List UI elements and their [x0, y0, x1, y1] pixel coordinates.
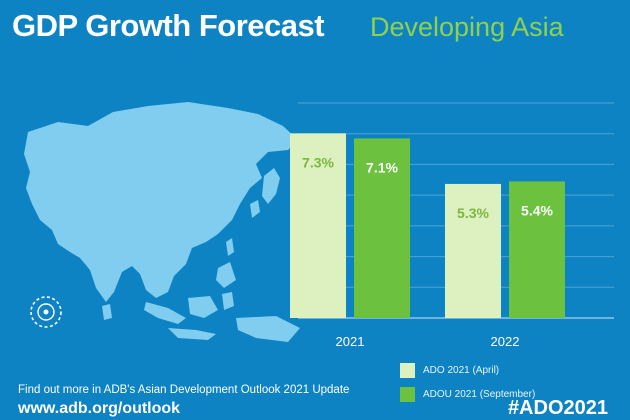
legend-label-ado-april: ADO 2021 (April): [423, 364, 500, 376]
hashtag: #ADO2021: [507, 397, 608, 419]
legend-label-adou-september: ADOU 2021 (September): [423, 388, 536, 400]
asia-map-icon: [24, 102, 300, 342]
page-subtitle: Developing Asia: [370, 12, 564, 42]
chart-legend: ADO 2021 (April) ADOU 2021 (September): [400, 360, 535, 408]
bar-2022-series-1: [509, 181, 565, 318]
adb-logo-icon: [30, 296, 62, 328]
x-tick-2021: 2021: [336, 334, 365, 349]
bar-2021-series-1: [354, 138, 410, 318]
legend-item-ado-april: ADO 2021 (April): [400, 360, 535, 380]
bar-2022-series-0: [445, 183, 501, 318]
x-tick-2022: 2022: [491, 334, 520, 349]
chart-bars: [290, 133, 565, 318]
data-label-2022-series-0: 5.3%: [457, 205, 489, 221]
chart-x-ticks: 2021 2022: [336, 334, 520, 349]
legend-swatch-ado-april: [400, 362, 415, 378]
data-label-2021-series-1: 7.1%: [366, 159, 398, 175]
footer-url-link[interactable]: www.adb.org/outlook: [18, 400, 181, 417]
page-title: GDP Growth Forecast: [12, 8, 325, 43]
chart-data-labels: 7.3% 7.1% 5.3% 5.4%: [302, 154, 553, 221]
legend-item-adou-september: ADOU 2021 (September): [400, 384, 535, 404]
data-label-2022-series-1: 5.4%: [521, 202, 553, 218]
data-label-2021-series-0: 7.3%: [302, 154, 334, 170]
footer-note: Find out more in ADB's Asian Development…: [18, 384, 350, 396]
bar-2021-series-0: [290, 133, 346, 318]
legend-swatch-adou-september: [400, 386, 415, 402]
